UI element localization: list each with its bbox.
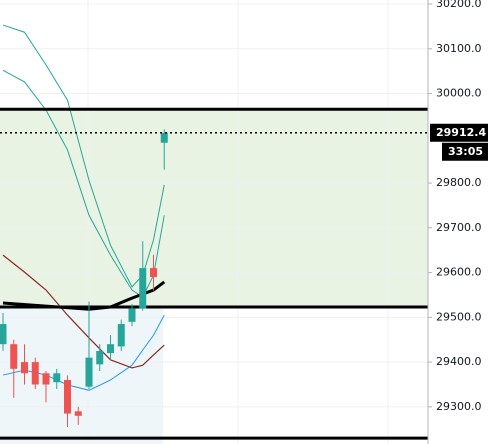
countdown-label: 33:05 — [448, 145, 483, 158]
candle-body — [21, 362, 28, 374]
candle-body — [128, 308, 136, 322]
candle-body — [31, 362, 39, 385]
y-tick-label: 29800.0 — [436, 176, 482, 189]
y-tick-label: 30100.0 — [436, 42, 482, 55]
last-price-label: 29912.4 — [436, 126, 486, 139]
candle-body — [53, 373, 61, 383]
candle-body — [96, 350, 104, 365]
candle-body — [42, 373, 50, 385]
y-tick-label: 29500.0 — [436, 310, 482, 323]
candle-body — [74, 411, 82, 416]
indicator-line — [2, 24, 165, 288]
y-tick-label: 29400.0 — [436, 355, 482, 368]
y-tick-label: 30000.0 — [436, 87, 482, 100]
countdown-box — [442, 142, 488, 161]
candle-body — [64, 379, 71, 414]
candle-body — [160, 132, 168, 143]
indicator-line — [2, 69, 165, 298]
zone-green — [0, 109, 428, 308]
candle-body — [85, 357, 93, 387]
candle-body — [10, 344, 18, 369]
candle-body — [117, 324, 125, 347]
y-tick-label: 29300.0 — [436, 400, 482, 413]
y-tick-label: 30200.0 — [436, 0, 482, 10]
last-price-box — [430, 123, 488, 142]
candle-body — [107, 344, 114, 354]
candle-body — [150, 268, 157, 278]
candle-body — [139, 268, 147, 309]
candle-body — [0, 324, 7, 345]
y-tick-label: 29600.0 — [436, 266, 482, 279]
y-tick-label: 29700.0 — [436, 221, 482, 234]
price-axis — [428, 0, 488, 444]
